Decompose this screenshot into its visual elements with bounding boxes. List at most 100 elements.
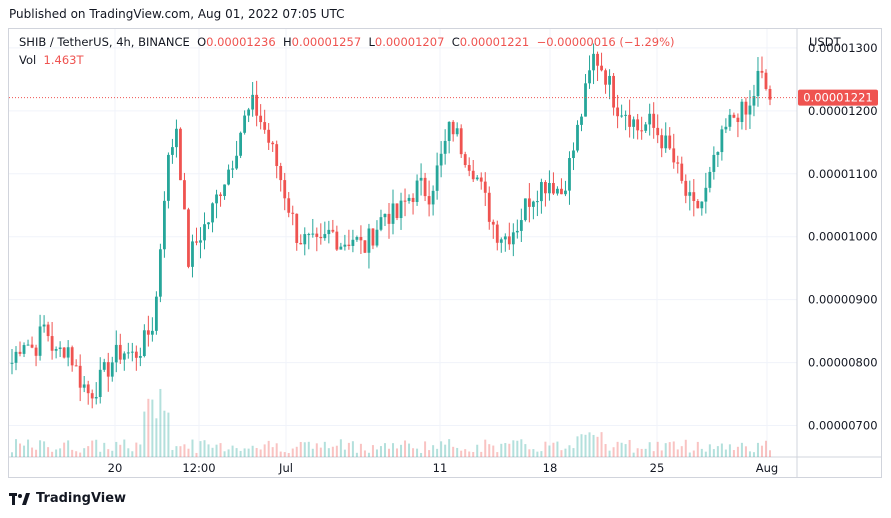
volume-bar <box>664 443 667 457</box>
candle-body <box>568 158 571 191</box>
x-tick-label: 18 <box>543 461 558 475</box>
volume-bar <box>672 441 675 457</box>
volume-bar <box>39 440 42 457</box>
volume-bar <box>375 449 378 457</box>
volume-bar <box>676 449 679 457</box>
candle-body <box>179 128 182 181</box>
tradingview-wordmark: TradingView <box>36 491 127 506</box>
volume-bar <box>472 452 475 457</box>
volume-bar <box>307 441 310 457</box>
candle-body <box>455 128 459 135</box>
candle-body <box>30 344 34 348</box>
volume-bar <box>588 432 591 457</box>
volume-bar <box>512 440 515 457</box>
volume-bar <box>123 439 126 457</box>
tradingview-brand[interactable]: TradingView <box>9 491 126 506</box>
ohlc-legend: SHIB / TetherUS, 4h, BINANCE O0.00001236… <box>19 35 675 49</box>
candle-body <box>403 200 407 202</box>
candle-body <box>539 182 543 202</box>
volume-bar <box>496 452 499 457</box>
volume-bar <box>492 445 495 457</box>
volume-bar <box>79 452 82 457</box>
y-tick-label: 0.00001000 <box>808 230 878 244</box>
candle-body <box>167 154 170 201</box>
volume-bar <box>35 449 38 457</box>
volume-bar <box>91 440 94 457</box>
candle-body <box>515 230 519 233</box>
candle-body <box>102 362 106 370</box>
volume-bar <box>179 446 182 457</box>
candle-body <box>499 239 503 243</box>
volume-bar <box>243 448 246 457</box>
candle-body <box>367 228 371 253</box>
candle-body <box>604 70 607 85</box>
volume-bar <box>115 441 118 457</box>
volume-bar <box>99 451 102 457</box>
volume-bar <box>500 443 503 457</box>
candle-body <box>535 201 539 203</box>
volume-bar <box>556 441 559 457</box>
candle-body <box>10 362 14 364</box>
candle-body <box>110 362 114 377</box>
volume-bar <box>295 446 298 457</box>
volume-bar <box>612 447 615 457</box>
volume-bar <box>299 441 302 457</box>
volume-bar <box>59 448 62 457</box>
candle-body <box>355 237 359 240</box>
candle-body <box>564 190 567 195</box>
candle-body <box>235 155 238 169</box>
volume-bar <box>47 447 50 457</box>
high-key: H <box>282 35 292 49</box>
volume-bar <box>468 451 471 457</box>
volume-bar <box>219 443 222 457</box>
volume-bar <box>67 440 70 457</box>
volume-bar <box>71 449 74 457</box>
chart-frame <box>8 28 882 478</box>
volume-bar <box>107 449 110 457</box>
volume-bar <box>412 448 415 457</box>
volume-bar <box>131 451 134 457</box>
candle-body <box>335 231 339 250</box>
volume-bar <box>383 443 386 457</box>
volume-bar <box>460 450 463 457</box>
candle-body <box>764 72 768 89</box>
volume-bar <box>420 452 423 457</box>
volume-bar <box>764 440 767 457</box>
volume-bar <box>215 444 218 457</box>
candle-body <box>459 128 463 155</box>
volume-bar <box>111 450 114 457</box>
candle-body <box>339 246 343 250</box>
candle-body <box>419 177 423 181</box>
volume-bar <box>660 450 663 457</box>
candle-body <box>660 135 664 149</box>
volume-bar <box>756 442 759 457</box>
volume-bar <box>540 451 543 457</box>
volume-bar <box>680 446 683 457</box>
candle-body <box>399 200 403 219</box>
volume-bar <box>235 448 238 457</box>
candle-body <box>700 201 704 209</box>
high-value: 0.00001257 <box>291 35 362 49</box>
volume-bar <box>504 443 507 457</box>
candle-body <box>38 326 42 356</box>
candle-body <box>495 224 499 243</box>
symbol-label[interactable]: SHIB / TetherUS, 4h, BINANCE <box>19 35 190 49</box>
candle-body <box>672 148 676 163</box>
volume-bar <box>19 443 22 457</box>
volume-bar <box>476 444 479 457</box>
volume-bar <box>171 449 174 457</box>
candle-body <box>14 351 18 363</box>
candle-body <box>46 324 50 337</box>
candle-body <box>126 352 130 354</box>
candle-body <box>78 365 82 388</box>
volume-bar <box>271 447 274 457</box>
candle-body <box>130 351 134 353</box>
candle-body <box>435 165 439 191</box>
candle-body <box>736 117 740 123</box>
volume-bar <box>424 441 427 457</box>
candle-body <box>231 168 234 170</box>
candle-body <box>343 244 347 247</box>
volume-bar <box>444 444 447 457</box>
volume-bar <box>135 442 138 457</box>
